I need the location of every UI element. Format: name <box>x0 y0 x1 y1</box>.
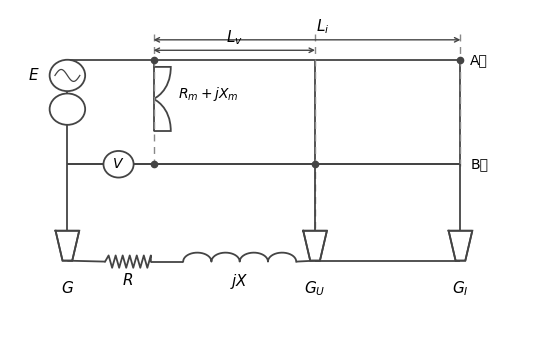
Text: $jX$: $jX$ <box>230 272 249 291</box>
Circle shape <box>50 94 85 125</box>
Text: B相: B相 <box>470 157 488 171</box>
Text: $R_m + jX_m$: $R_m + jX_m$ <box>178 85 238 103</box>
Text: $G_I$: $G_I$ <box>452 280 469 298</box>
Circle shape <box>103 151 134 177</box>
Text: $V$: $V$ <box>113 157 125 171</box>
Text: $R$: $R$ <box>122 272 133 288</box>
Polygon shape <box>449 231 472 261</box>
Text: $G$: $G$ <box>61 280 74 296</box>
Text: A相: A相 <box>470 53 488 67</box>
Text: $L_i$: $L_i$ <box>317 18 330 37</box>
Text: $G_U$: $G_U$ <box>305 280 326 298</box>
Text: $E$: $E$ <box>28 68 40 83</box>
Circle shape <box>50 60 85 91</box>
Text: $A$: $A$ <box>62 102 73 116</box>
Polygon shape <box>303 231 327 261</box>
Text: $L_v$: $L_v$ <box>226 28 243 47</box>
Polygon shape <box>55 231 79 261</box>
